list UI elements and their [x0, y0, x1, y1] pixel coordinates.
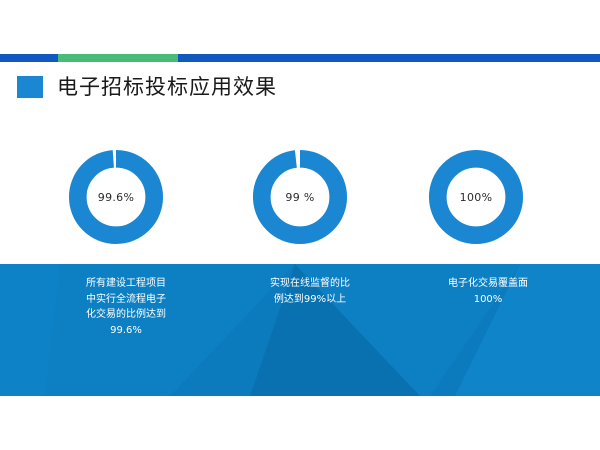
title-bullet-square-icon — [17, 76, 43, 98]
top-accent-bar — [0, 54, 600, 62]
caption-panel: 所有建设工程项目 中实行全流程电子 化交易的比例达到 99.6% 实现在线监督的… — [0, 264, 600, 396]
donut-value-2: 99 % — [285, 190, 315, 204]
donut-chart-row: 99.6% 99 % 100% — [0, 148, 600, 248]
panel-decoration — [0, 264, 600, 396]
donut-value-3: 100% — [459, 190, 493, 204]
donut-value-1: 99.6% — [97, 190, 135, 204]
donut-ring-3-icon — [428, 149, 524, 245]
donut-ring-2-icon — [252, 149, 348, 245]
page-title: 电子招标投标应用效果 — [17, 76, 277, 98]
caption-text-2: 实现在线监督的比 例达到99%以上 — [270, 278, 350, 305]
caption-text-1: 所有建设工程项目 中实行全流程电子 化交易的比例达到 99.6% — [86, 278, 166, 336]
page-title-text: 电子招标投标应用效果 — [57, 74, 277, 99]
caption-group: 所有建设工程项目 中实行全流程电子 化交易的比例达到 99.6% 实现在线监督的… — [0, 264, 600, 396]
donut-ring-1-icon — [68, 149, 164, 245]
donut-chart-2: 99 % — [251, 148, 349, 246]
caption-text-3: 电子化交易覆盖面 100% — [448, 278, 528, 305]
donut-chart-3: 100% — [427, 148, 525, 246]
accent-bar-blue-left — [0, 54, 58, 62]
accent-bar-blue-right — [178, 54, 600, 62]
accent-bar-green — [58, 54, 178, 62]
donut-chart-1: 99.6% — [67, 148, 165, 246]
